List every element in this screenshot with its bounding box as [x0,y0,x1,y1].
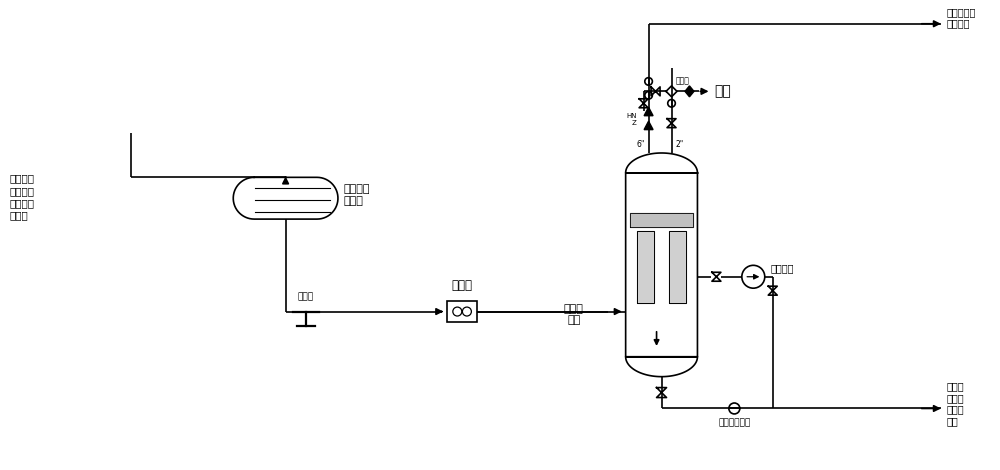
Text: 6": 6" [636,140,645,149]
Text: 2": 2" [676,140,684,149]
Text: 裂解汽油
冷却器: 裂解汽油 冷却器 [344,184,370,206]
Text: 裂解汽油去
汽油储罐: 裂解汽油去 汽油储罐 [947,7,976,29]
Text: 液位控制: 液位控制 [771,263,794,273]
Polygon shape [669,231,686,303]
Text: 流量计: 流量计 [452,279,473,292]
Text: HN
Z: HN Z [626,113,637,125]
Polygon shape [626,153,697,376]
Text: 含油污
水地槽
或急冷
水塔: 含油污 水地槽 或急冷 水塔 [947,381,964,426]
Polygon shape [644,107,653,116]
Text: 油水分
离器: 油水分 离器 [564,304,584,325]
Text: 安全阀: 安全阀 [676,77,689,86]
Text: 裂解汽油
自脱丁烷
塔和汽油
汽提塔: 裂解汽油 自脱丁烷 塔和汽油 汽提塔 [9,173,34,220]
Polygon shape [637,231,654,303]
Text: 水液位调节阀: 水液位调节阀 [718,418,750,427]
Polygon shape [685,86,694,97]
Polygon shape [233,177,338,219]
Text: 火炬: 火炬 [714,84,731,98]
Text: 过滤器: 过滤器 [297,293,314,302]
Polygon shape [644,121,653,130]
Bar [447,301,477,322]
